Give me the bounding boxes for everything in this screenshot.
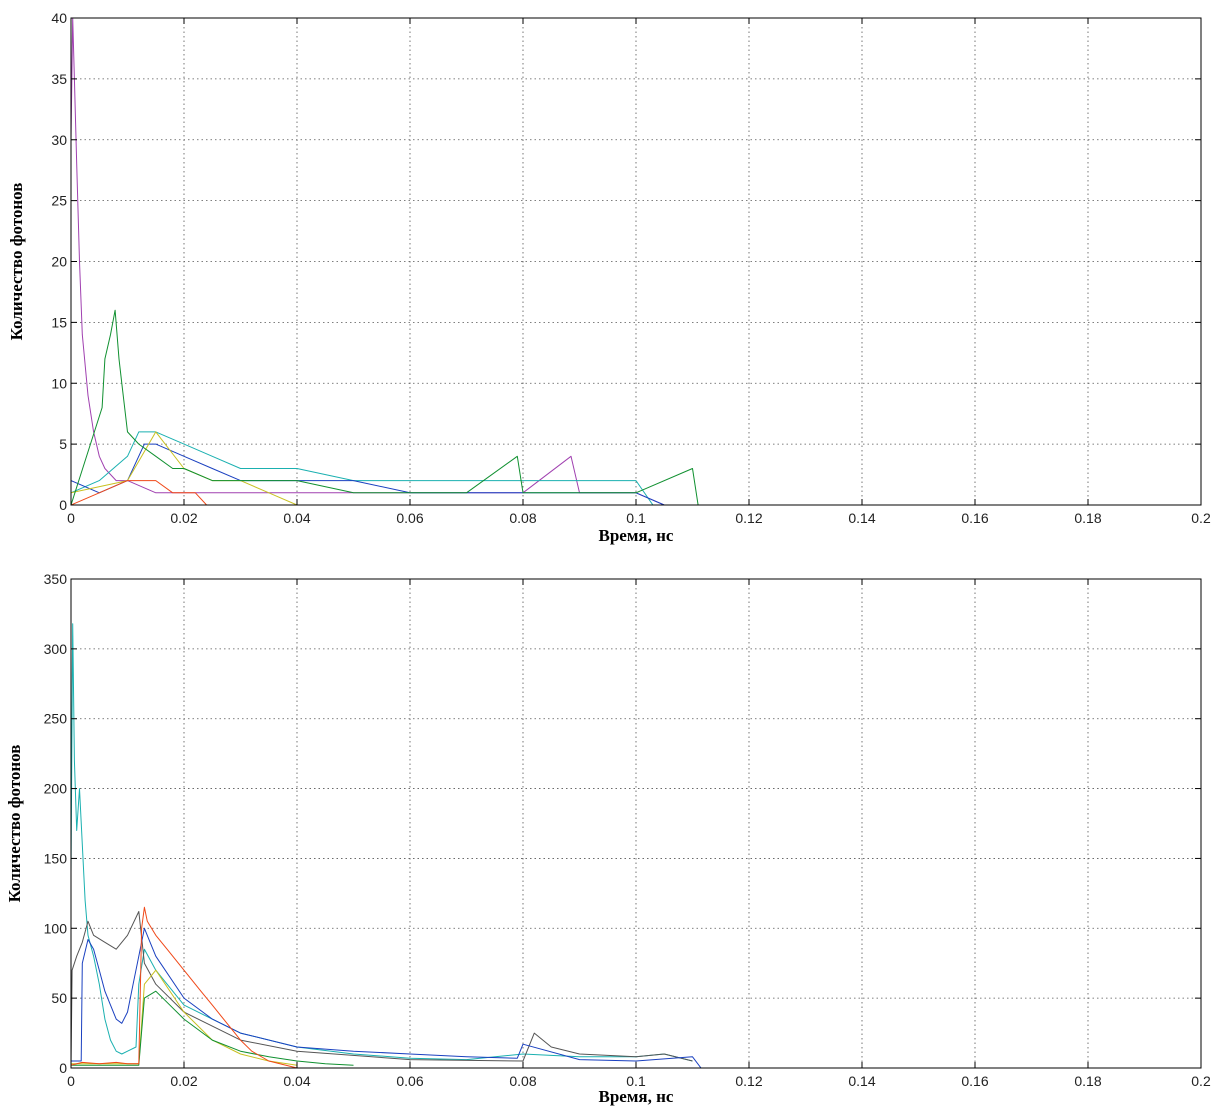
x-tick-label: 0.2 xyxy=(1191,1073,1211,1089)
y-axis-label: Количество фотонов xyxy=(5,745,24,903)
x-tick-label: 0.2 xyxy=(1191,510,1211,526)
y-tick-label: 100 xyxy=(44,920,68,936)
x-tick-label: 0.14 xyxy=(848,510,875,526)
x-tick-label: 0.08 xyxy=(509,510,536,526)
y-tick-label: 30 xyxy=(51,132,67,148)
series-line-4 xyxy=(71,990,354,1066)
y-tick-label: 10 xyxy=(51,375,67,391)
x-tick-label: 0.12 xyxy=(735,510,762,526)
series-group xyxy=(71,623,702,1068)
y-tick-label: 0 xyxy=(59,1060,67,1076)
series-line-4 xyxy=(71,480,207,505)
y-tick-label: 150 xyxy=(44,850,68,866)
x-tick-label: 0.18 xyxy=(1074,510,1101,526)
x-tick-label: 0.12 xyxy=(735,1073,762,1089)
y-tick-label: 35 xyxy=(51,71,67,87)
x-tick-label: 0.16 xyxy=(961,510,988,526)
y-tick-label: 250 xyxy=(44,711,68,727)
series-line-1 xyxy=(71,911,693,1068)
x-tick-label: 0.14 xyxy=(848,1073,875,1089)
series-group xyxy=(71,18,699,505)
x-tick-label: 0.02 xyxy=(170,510,197,526)
y-tick-label: 350 xyxy=(44,571,68,587)
series-line-5 xyxy=(71,309,699,505)
y-tick-label: 0 xyxy=(59,497,67,513)
y-tick-label: 15 xyxy=(51,314,67,330)
series-line-0 xyxy=(71,623,693,1062)
x-tick-label: 0.1 xyxy=(626,1073,646,1089)
x-tick-label: 0.04 xyxy=(283,510,310,526)
x-axis-label: Время, нс xyxy=(599,1087,674,1106)
y-tick-label: 300 xyxy=(44,641,68,657)
y-tick-label: 5 xyxy=(59,436,67,452)
x-tick-label: 0.04 xyxy=(283,1073,310,1089)
y-axis-label: Количество фотонов xyxy=(7,183,26,341)
x-tick-label: 0 xyxy=(67,510,75,526)
y-tick-label: 20 xyxy=(51,254,67,270)
x-tick-label: 0.02 xyxy=(170,1073,197,1089)
x-tick-label: 0 xyxy=(67,1073,75,1089)
x-tick-label: 0.08 xyxy=(509,1073,536,1089)
y-tick-label: 40 xyxy=(51,10,67,26)
series-line-2 xyxy=(71,927,702,1068)
x-tick-label: 0.1 xyxy=(626,510,646,526)
series-line-0 xyxy=(71,18,665,505)
bottom-chart: 0 0.02 0.04 0.06 0.08 0.1 0.12 0.14 0.16 0.18 0.2 0… xyxy=(5,571,1211,1106)
y-tick-label: 25 xyxy=(51,193,67,209)
series-line-5 xyxy=(71,906,298,1068)
y-tick-label: 50 xyxy=(51,990,67,1006)
x-axis-label: Время, нс xyxy=(599,526,674,545)
x-tick-label: 0.06 xyxy=(396,1073,423,1089)
top-chart: 0 0.02 0.04 0.06 0.08 0.1 0.12 0.14 0.16 0.18 0.2 0… xyxy=(7,10,1211,545)
x-tick-label: 0.18 xyxy=(1074,1073,1101,1089)
x-tick-label: 0.16 xyxy=(961,1073,988,1089)
series-line-1 xyxy=(71,431,654,505)
x-tick-label: 0.06 xyxy=(396,510,423,526)
y-tick-label: 200 xyxy=(44,781,68,797)
